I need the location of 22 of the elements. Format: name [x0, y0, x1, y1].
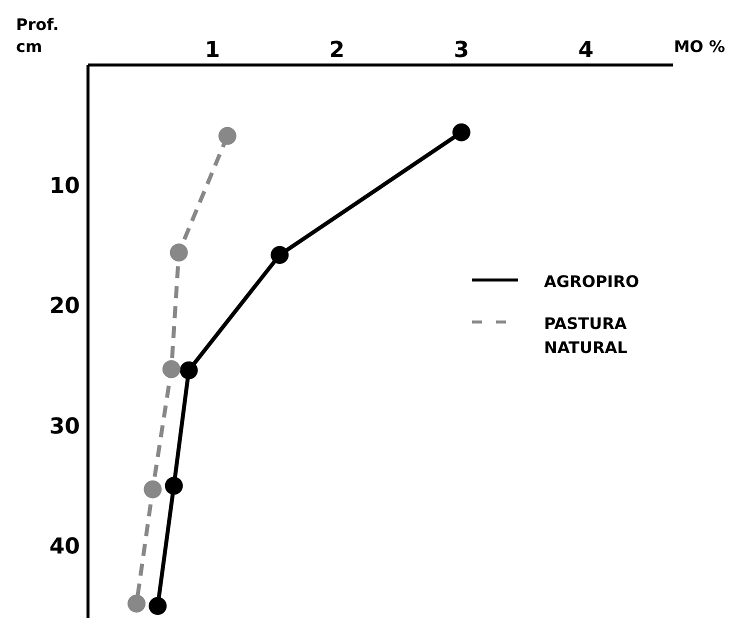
- point: [164, 476, 183, 495]
- x-tick-label: 4: [578, 38, 594, 63]
- legend-label: PASTURA NATURAL: [544, 313, 628, 359]
- x-tick-label: 3: [454, 38, 470, 63]
- legend-label: AGROPIRO: [544, 271, 640, 293]
- point: [162, 360, 180, 378]
- y-tick-label: 20: [49, 294, 80, 320]
- y-tick-label: 30: [49, 414, 80, 440]
- x-axis-title: MO %: [674, 37, 725, 56]
- point: [452, 123, 470, 142]
- point: [218, 126, 236, 145]
- y-axis-title: Prof. cm: [16, 15, 59, 56]
- x-tick-label: 1: [204, 38, 220, 63]
- point: [128, 594, 146, 613]
- point: [180, 361, 198, 380]
- y-tick-label: 40: [49, 534, 80, 560]
- point: [170, 244, 188, 262]
- point: [144, 480, 162, 498]
- point: [148, 596, 167, 615]
- point: [270, 246, 289, 264]
- x-tick-label: 2: [329, 38, 345, 63]
- y-tick-label: 10: [49, 174, 80, 200]
